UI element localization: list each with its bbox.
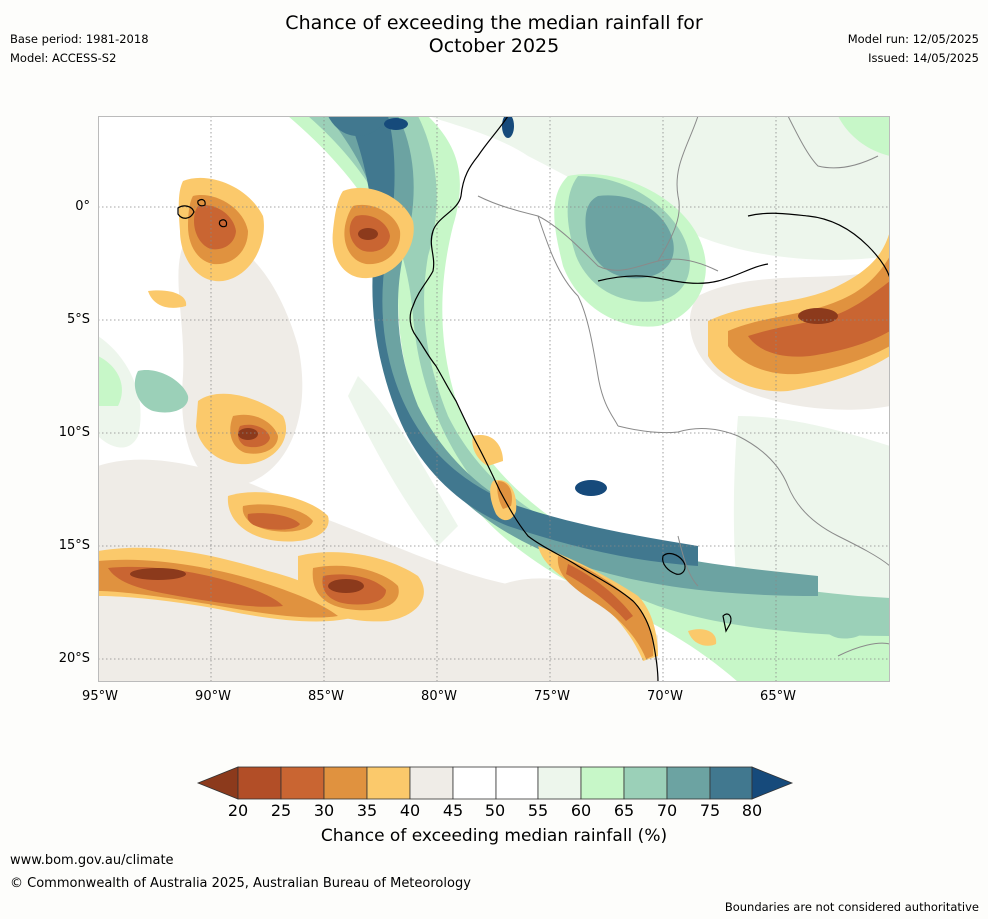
colorbar-high-arrow <box>751 766 794 800</box>
colorbar-tick-75: 75 <box>699 801 721 820</box>
lat-label-20s: 20°S <box>58 651 90 666</box>
map-canvas <box>98 116 890 682</box>
map-title: Chance of exceeding the median rainfall … <box>0 12 988 58</box>
title-line-1: Chance of exceeding the median rainfall … <box>285 12 703 34</box>
colorbar-tick-80: 80 <box>741 801 763 820</box>
colorbar-bin-55-60 <box>537 766 582 800</box>
lat-label-15s: 15°S <box>58 538 90 553</box>
lon-label-80w: 80°W <box>421 689 457 704</box>
model-run: Model run: 12/05/2025 <box>847 32 979 46</box>
lat-label-0: 0° <box>75 199 90 214</box>
colorbar-tick-70: 70 <box>656 801 678 820</box>
blue-areas <box>328 116 698 566</box>
coastline <box>177 116 890 682</box>
colorbar-bin-70-75 <box>666 766 711 800</box>
colorbar-tick-60: 60 <box>570 801 592 820</box>
colorbar-tick-20: 20 <box>227 801 249 820</box>
lon-label-70w: 70°W <box>647 689 683 704</box>
boundaries-disclaimer: Boundaries are not considered authoritat… <box>724 900 979 914</box>
colorbar-bin-20-25 <box>237 766 282 800</box>
colorbar <box>196 766 794 800</box>
colorbar-bin-30-35 <box>323 766 368 800</box>
lat-label-5s: 5°S <box>66 312 90 327</box>
model-name: Model: ACCESS-S2 <box>10 51 117 65</box>
colorbar-tick-35: 35 <box>356 801 378 820</box>
colorbar-bin-25-30 <box>280 766 325 800</box>
colorbar-tick-55: 55 <box>527 801 549 820</box>
colorbar-tick-40: 40 <box>399 801 421 820</box>
colorbar-bin-60-65 <box>580 766 625 800</box>
colorbar-tick-25: 25 <box>270 801 292 820</box>
colorbar-tick-30: 30 <box>313 801 335 820</box>
rainfall-map <box>98 116 890 682</box>
colorbar-bin-50-55 <box>495 766 539 800</box>
base-period: Base period: 1981-2018 <box>10 32 149 46</box>
colorbar-bin-75-80 <box>709 766 753 800</box>
lon-label-75w: 75°W <box>534 689 570 704</box>
colorbar-bin-35-40 <box>366 766 411 800</box>
lon-label-95w: 95°W <box>82 689 118 704</box>
colorbar-bin-45-50 <box>452 766 497 800</box>
country-borders <box>477 116 890 657</box>
colorbar-tick-65: 65 <box>613 801 635 820</box>
colorbar-bin-65-70 <box>623 766 668 800</box>
lat-label-10s: 10°S <box>58 425 90 440</box>
darkest-blue-areas <box>384 116 607 496</box>
colorbar-label: Chance of exceeding median rainfall (%) <box>320 826 668 846</box>
lon-label-85w: 85°W <box>308 689 344 704</box>
driest-areas <box>130 228 838 593</box>
lon-label-65w: 65°W <box>760 689 796 704</box>
colorbar-tick-50: 50 <box>484 801 506 820</box>
title-line-2: October 2025 <box>428 35 560 57</box>
issued-date: Issued: 14/05/2025 <box>868 51 979 65</box>
lon-label-90w: 90°W <box>195 689 231 704</box>
website-link[interactable]: www.bom.gov.au/climate <box>10 853 174 868</box>
map-frame <box>98 116 890 682</box>
colorbar-low-arrow <box>196 766 239 800</box>
colorbar-bin-40-45 <box>409 766 454 800</box>
copyright-notice: © Commonwealth of Australia 2025, Austra… <box>10 876 471 891</box>
colorbar-tick-45: 45 <box>442 801 464 820</box>
graticule <box>98 116 890 682</box>
